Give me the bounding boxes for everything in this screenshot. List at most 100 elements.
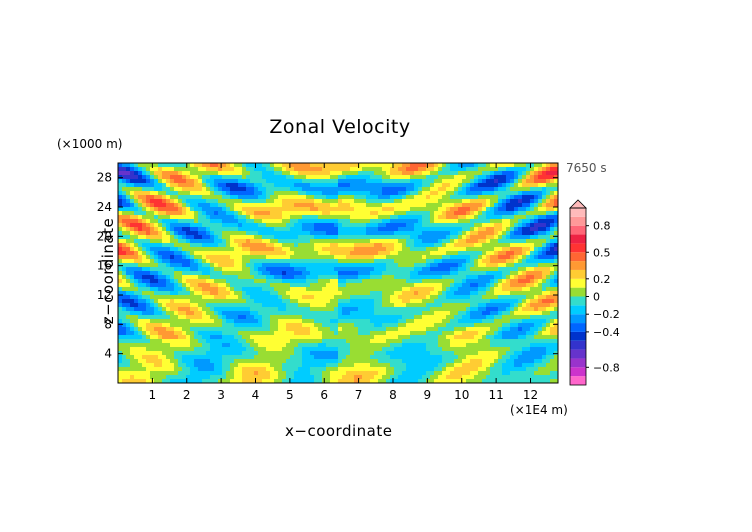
field-cell	[498, 299, 503, 304]
field-cell	[538, 247, 543, 252]
field-cell	[330, 267, 335, 272]
field-cell	[266, 227, 271, 232]
field-cell	[186, 179, 191, 184]
field-cell	[198, 295, 203, 300]
field-cell	[202, 323, 207, 328]
field-cell	[322, 255, 327, 260]
field-cell	[322, 223, 327, 228]
field-cell	[478, 291, 483, 296]
field-cell	[302, 283, 307, 288]
x-axis-label: x−coordinate	[285, 422, 393, 440]
field-cell	[142, 167, 147, 172]
field-cell	[494, 339, 499, 344]
field-cell	[542, 287, 547, 292]
field-cell	[462, 195, 467, 200]
field-cell	[202, 243, 207, 248]
field-cell	[246, 203, 251, 208]
field-cell	[262, 271, 267, 276]
field-cell	[286, 283, 291, 288]
field-cell	[194, 235, 199, 240]
field-cell	[334, 223, 339, 228]
field-cell	[198, 255, 203, 260]
field-cell	[426, 255, 431, 260]
field-cell	[478, 231, 483, 236]
field-cell	[398, 231, 403, 236]
field-cell	[286, 183, 291, 188]
field-cell	[194, 195, 199, 200]
field-cell	[162, 339, 167, 344]
field-cell	[366, 207, 371, 212]
field-cell	[134, 219, 139, 224]
field-cell	[226, 211, 231, 216]
field-cell	[538, 339, 543, 344]
field-cell	[338, 211, 343, 216]
field-cell	[514, 215, 519, 220]
field-cell	[374, 339, 379, 344]
field-cell	[206, 207, 211, 212]
field-cell	[498, 191, 503, 196]
field-cell	[394, 187, 399, 192]
field-cell	[466, 299, 471, 304]
field-cell	[546, 195, 551, 200]
field-cell	[518, 291, 523, 296]
field-cell	[290, 339, 295, 344]
field-cell	[338, 231, 343, 236]
field-cell	[118, 295, 123, 300]
field-cell	[362, 247, 367, 252]
field-cell	[470, 191, 475, 196]
field-cell	[510, 283, 515, 288]
field-cell	[154, 319, 159, 324]
field-cell	[126, 275, 131, 280]
field-cell	[254, 335, 259, 340]
field-cell	[466, 183, 471, 188]
field-cell	[170, 331, 175, 336]
field-cell	[186, 327, 191, 332]
field-cell	[490, 243, 495, 248]
field-cell	[158, 339, 163, 344]
field-cell	[222, 187, 227, 192]
field-cell	[194, 207, 199, 212]
field-cell	[530, 259, 535, 264]
field-cell	[130, 267, 135, 272]
field-cell	[542, 163, 547, 168]
field-cell	[266, 251, 271, 256]
field-cell	[218, 255, 223, 260]
field-cell	[482, 307, 487, 312]
field-cell	[190, 191, 195, 196]
field-cell	[514, 319, 519, 324]
field-cell	[394, 211, 399, 216]
field-cell	[294, 339, 299, 344]
field-cell	[306, 263, 311, 268]
field-cell	[454, 331, 459, 336]
field-cell	[274, 179, 279, 184]
field-cell	[430, 311, 435, 316]
field-cell	[554, 339, 558, 344]
field-cell	[238, 339, 243, 344]
field-cell	[266, 343, 271, 348]
field-cell	[286, 223, 291, 228]
field-cell	[498, 323, 503, 328]
field-cell	[234, 291, 239, 296]
field-cell	[350, 259, 355, 264]
field-cell	[182, 279, 187, 284]
field-cell	[474, 295, 479, 300]
field-cell	[242, 175, 247, 180]
field-cell	[390, 187, 395, 192]
field-cell	[554, 279, 558, 284]
field-cell	[402, 299, 407, 304]
field-cell	[322, 251, 327, 256]
field-cell	[538, 283, 543, 288]
field-cell	[190, 175, 195, 180]
field-cell	[382, 307, 387, 312]
field-cell	[414, 255, 419, 260]
field-cell	[178, 331, 183, 336]
field-cell	[190, 211, 195, 216]
field-cell	[402, 255, 407, 260]
field-cell	[154, 279, 159, 284]
field-cell	[254, 279, 259, 284]
field-cell	[242, 343, 247, 348]
field-cell	[494, 315, 499, 320]
field-cell	[338, 299, 343, 304]
field-cell	[258, 331, 263, 336]
field-cell	[490, 227, 495, 232]
